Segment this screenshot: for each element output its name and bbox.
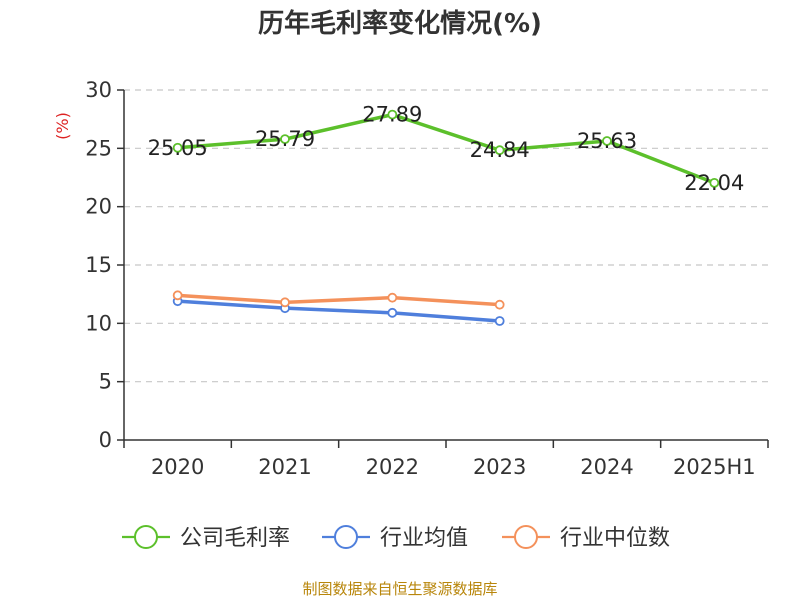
data-point [280,134,290,145]
series-lines [172,109,720,326]
series-line [177,112,715,185]
y-tick-label: 5 [99,370,112,394]
x-tick-label: 2021 [258,455,311,479]
data-point [494,299,505,310]
data-labels: 25.05 25.79 27.89 24.84 25.63 22.04 [148,103,745,195]
data-label: 25.79 [255,127,315,151]
data-source-note: 制图数据来自恒生聚源数据库 [302,580,498,598]
data-point [172,142,183,153]
legend-item: 行业中位数 [502,525,670,551]
y-tick-label: 20 [85,195,112,219]
x-tick-label: 2020 [151,455,204,479]
x-tick-label: 2022 [366,455,419,479]
data-label: 24.84 [470,138,530,162]
data-point [280,297,290,308]
data-point [494,316,505,326]
data-point [172,290,183,301]
legend-marker-icon [514,525,538,549]
x-tick-label: 2025H1 [673,455,756,479]
x-tick-label: 2023 [473,455,526,479]
legend-item: 公司毛利率 [122,525,290,551]
data-point [602,136,612,146]
data-label: 25.05 [148,136,208,160]
data-point [387,292,398,303]
x-tick-label: 2024 [580,455,633,479]
y-tick-label: 30 [85,78,112,102]
y-tick-label: 0 [99,428,112,452]
chart-title: 历年毛利率变化情况(%) [258,9,542,39]
data-point [387,307,398,318]
gridlines [124,89,768,383]
series-line [177,299,500,323]
data-label: 25.63 [577,129,637,153]
legend-marker-icon [334,525,358,549]
legend-item: 行业均值 [322,525,468,551]
data-label: 22.04 [684,171,744,195]
axes: 0 5 10 15 20 25 30 2020 2021 2022 2023 2024 2025H1 [85,78,769,479]
y-tick-label: 15 [85,253,112,277]
data-point [494,145,505,156]
legend-label: 公司毛利率 [180,526,290,551]
y-tick-label: 10 [85,311,112,335]
series-line [177,293,500,307]
data-label: 27.89 [362,103,422,127]
y-axis-unit-label: (%) [53,112,72,140]
y-tick-label: 25 [85,136,112,160]
data-point [387,109,398,120]
legend: 公司毛利率 行业均值 行业中位数 [122,525,670,551]
legend-marker-icon [134,525,158,549]
legend-label: 行业中位数 [560,526,670,551]
legend-label: 行业均值 [380,526,468,551]
data-point [709,177,720,188]
